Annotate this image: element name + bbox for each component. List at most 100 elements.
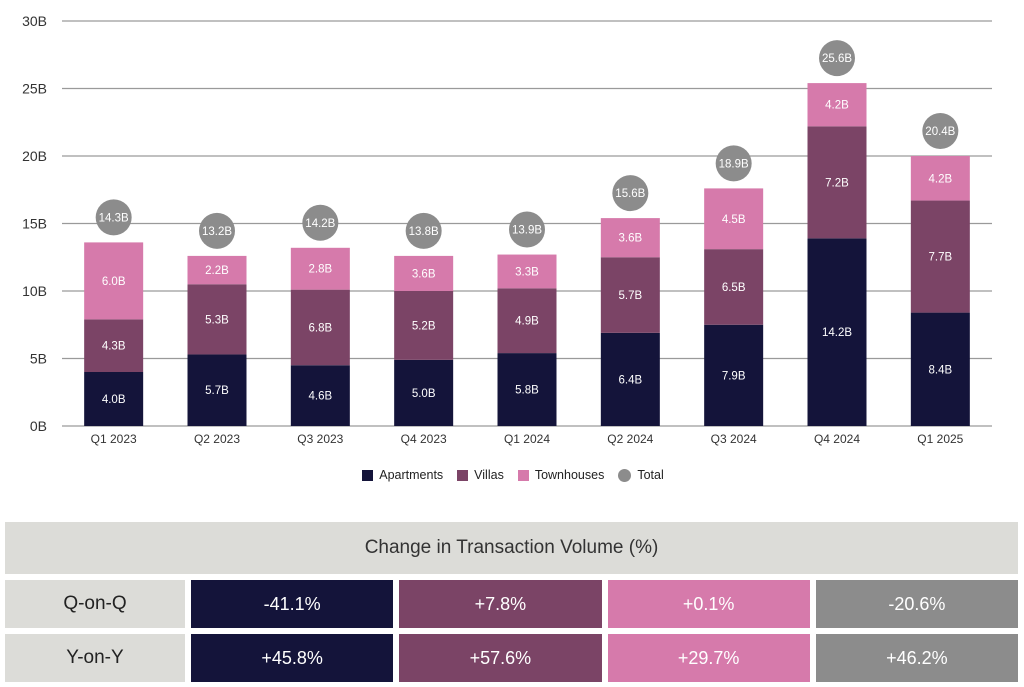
legend-swatch — [618, 468, 632, 482]
bar-apartments — [807, 238, 867, 426]
data-label: 5.0B — [412, 388, 436, 400]
total-label: 15.6B — [615, 188, 645, 200]
legend-label: Total — [637, 468, 664, 482]
stacked-bar-chart: 0B 5B 10B 15B 20B 25B 30B 4.0B 4.3B 6.0B 14.3B 5.7… — [22, 13, 992, 446]
total-label: 20.4B — [925, 126, 955, 138]
cell-apartments: +45.8% — [191, 634, 394, 682]
bar-townhouses — [84, 242, 144, 320]
bar-villas — [600, 257, 660, 333]
data-label: 4.3B — [102, 341, 126, 353]
bar-villas — [807, 126, 867, 239]
data-label: 5.2B — [412, 320, 436, 332]
x-tick-label: Q4 2023 — [401, 432, 447, 446]
bar-villas — [704, 249, 764, 325]
bar-apartments — [497, 353, 557, 426]
legend-swatch — [457, 469, 469, 481]
total-marker — [715, 145, 752, 182]
total-label: 18.9B — [719, 158, 749, 170]
x-tick-label: Q1 2023 — [91, 432, 137, 446]
data-label: 7.9B — [722, 370, 746, 382]
data-label: 5.7B — [205, 385, 229, 397]
total-label: 25.6B — [822, 53, 852, 65]
data-label: 7.7B — [928, 252, 952, 264]
cell-villas: +57.6% — [399, 634, 602, 682]
bar-apartments — [290, 365, 350, 426]
table-row-qoq: Q-on-Q -41.1% +7.8% +0.1% -20.6% — [5, 580, 1018, 628]
bar-villas — [394, 291, 454, 360]
data-label: 4.0B — [102, 394, 126, 406]
bar-villas — [187, 284, 247, 355]
total-label: 13.8B — [409, 226, 439, 238]
y-tick-label: 30B — [22, 13, 47, 29]
total-label: 14.2B — [305, 218, 335, 230]
change-table: Change in Transaction Volume (%) Q-on-Q … — [5, 522, 1018, 682]
bar-apartments — [704, 324, 764, 426]
data-label: 6.0B — [102, 276, 126, 288]
bars: 4.0B 4.3B 6.0B 14.3B 5.7B 5.3B 2.2B 13.2B 4.6B 6.… — [84, 40, 970, 426]
bar-townhouses — [600, 218, 660, 258]
x-tick-label: Q3 2023 — [297, 432, 343, 446]
y-tick-label: 10B — [22, 283, 47, 299]
data-label: 5.7B — [618, 290, 642, 302]
cell-townhouses: +29.7% — [607, 634, 810, 682]
x-tick-label: Q1 2025 — [917, 432, 963, 446]
bar-townhouses — [394, 255, 454, 291]
y-tick-label: 5B — [30, 351, 47, 367]
bar-townhouses — [910, 156, 970, 201]
cell-apartments: -41.1% — [191, 580, 394, 628]
x-axis-labels: Q1 2023 Q2 2023 Q3 2023 Q4 2023 Q1 2024 Q2 20… — [91, 432, 964, 446]
total-label: 14.3B — [99, 212, 129, 224]
legend-label: Apartments — [379, 468, 444, 482]
bar-apartments — [394, 359, 454, 426]
data-label: 4.2B — [928, 173, 952, 185]
bar-villas — [84, 319, 144, 372]
data-label: 14.2B — [822, 327, 852, 339]
legend-item-townhouses: Townhouses — [517, 468, 605, 482]
data-label: 3.6B — [618, 233, 642, 245]
bar-townhouses — [290, 247, 350, 290]
y-tick-label: 15B — [22, 216, 47, 232]
cell-townhouses: +0.1% — [607, 580, 810, 628]
bar-apartments — [600, 332, 660, 426]
legend-label: Townhouses — [534, 468, 605, 482]
cell-total: +46.2% — [815, 634, 1018, 682]
data-label: 6.4B — [618, 374, 642, 386]
bar-townhouses — [187, 255, 247, 285]
total-marker — [95, 199, 132, 236]
total-marker — [302, 204, 339, 241]
x-tick-label: Q3 2024 — [711, 432, 757, 446]
total-marker — [199, 212, 235, 249]
data-label: 4.9B — [515, 316, 539, 328]
x-tick-label: Q2 2024 — [607, 432, 653, 446]
y-axis-ticks: 0B 5B 10B 15B 20B 25B 30B — [22, 13, 47, 434]
total-marker — [405, 212, 442, 249]
data-label: 2.8B — [308, 264, 332, 276]
bar-apartments — [187, 354, 247, 426]
x-tick-label: Q4 2024 — [814, 432, 860, 446]
data-label: 5.3B — [205, 314, 229, 326]
bar-apartments — [910, 312, 970, 426]
bar-apartments — [84, 372, 144, 426]
data-label: 4.2B — [825, 100, 849, 112]
data-label: 5.8B — [515, 385, 539, 397]
cell-villas: +7.8% — [399, 580, 602, 628]
cell-total: -20.6% — [815, 580, 1018, 628]
bar-villas — [290, 289, 350, 366]
legend-item-apartments: Apartments — [362, 468, 443, 482]
total-label: 13.9B — [512, 225, 542, 237]
y-tick-label: 25B — [22, 81, 47, 97]
legend-item-total: Total — [618, 468, 664, 482]
bar-townhouses — [704, 188, 764, 250]
data-label: 8.4B — [928, 364, 952, 376]
y-tick-label: 20B — [22, 148, 47, 164]
legend-item-villas: Villas — [457, 468, 504, 482]
table-title: Change in Transaction Volume (%) — [5, 522, 1018, 574]
bar-villas — [910, 200, 970, 313]
legend-swatch — [362, 469, 374, 481]
data-label: 3.6B — [412, 268, 436, 280]
legend-swatch — [517, 469, 529, 481]
data-label: 6.8B — [308, 322, 332, 334]
table-row-yoy: Y-on-Y +45.8% +57.6% +29.7% +46.2% — [5, 634, 1018, 682]
legend: Apartments Villas Townhouses Total — [0, 468, 1024, 482]
bar-townhouses — [807, 83, 867, 127]
